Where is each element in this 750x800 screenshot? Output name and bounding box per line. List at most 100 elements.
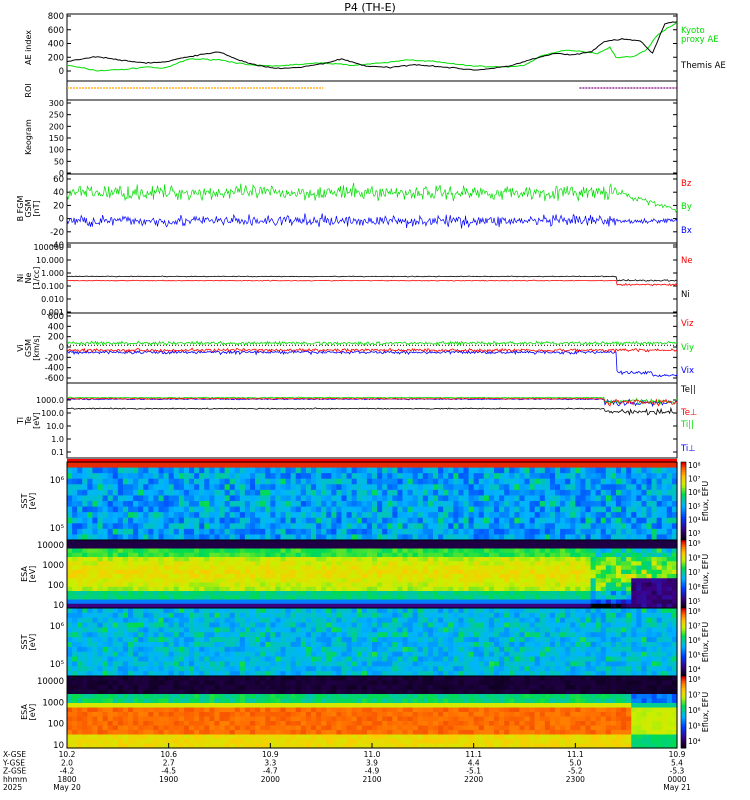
- esa-e-pixel: [270, 569, 277, 575]
- sst-e-pixel: [199, 501, 205, 508]
- sst-e-pixel: [346, 534, 353, 541]
- sst-e-pixel: [382, 512, 388, 519]
- esa-e-pixel: [534, 591, 541, 596]
- sst-e-pixel: [387, 523, 393, 530]
- sst-i-pixel: [189, 666, 195, 672]
- esa-e-pixel: [641, 569, 648, 575]
- esa-e-pixel: [158, 557, 165, 562]
- sst-e-pixel: [158, 467, 165, 474]
- sst-e-pixel: [244, 506, 251, 513]
- esa-e-pixel: [336, 574, 343, 579]
- sst-i-pixel: [361, 627, 368, 633]
- sst-e-pixel: [661, 523, 668, 530]
- esa-e-pixel: [448, 591, 454, 596]
- sst-e-pixel: [194, 528, 200, 536]
- sst-e-pixel: [199, 467, 205, 474]
- sst-e-pixel: [499, 501, 505, 508]
- esa-e-pixel: [87, 603, 94, 609]
- sst-i-pixel: [158, 661, 165, 667]
- sst-e-pixel: [549, 473, 556, 480]
- sst-e-pixel: [97, 484, 104, 491]
- esa-e-pixel: [468, 574, 475, 579]
- sst-i-pixel: [72, 608, 78, 614]
- esa-e-pixel: [453, 586, 460, 592]
- sst-i-pixel: [321, 612, 327, 619]
- esa-e-pixel: [473, 548, 480, 554]
- sst-i-pixel: [214, 608, 221, 614]
- sst-i-pixel: [102, 642, 109, 648]
- sst-i-pixel: [178, 671, 185, 677]
- sst-e-pixel: [67, 501, 73, 508]
- esa-e-pixel: [82, 582, 88, 588]
- sst-e-pixel: [651, 484, 658, 491]
- sst-e-pixel: [544, 528, 551, 536]
- sst-i-pixel: [194, 671, 200, 677]
- sst-i-pixel: [448, 632, 454, 638]
- esa-e-pixel: [300, 561, 307, 567]
- esa-e-pixel: [575, 595, 582, 601]
- sst-e-pixel: [311, 462, 317, 469]
- sst-e-pixel: [82, 489, 88, 497]
- sst-e-pixel: [148, 528, 155, 536]
- esa-e-pixel: [102, 599, 109, 605]
- sst-e-pixel: [651, 495, 658, 502]
- sst-i-pixel: [224, 651, 231, 658]
- esa-e-pixel: [514, 548, 521, 554]
- sst-e-pixel: [138, 462, 144, 469]
- esa-e-pixel: [189, 548, 195, 554]
- esa-e-pixel: [600, 569, 607, 575]
- sst-e-pixel: [153, 534, 160, 541]
- sst-i-pixel: [189, 671, 195, 677]
- sst-e-pixel: [504, 484, 510, 491]
- sst-i-pixel: [336, 622, 343, 629]
- bfgm-series-bx: [66, 213, 678, 229]
- sst-e-pixel: [641, 467, 648, 474]
- sst-e-pixel: [478, 501, 485, 508]
- esa-e-pixel: [305, 574, 312, 579]
- sst-i-pixel: [143, 612, 149, 619]
- esa-e-pixel: [285, 599, 292, 605]
- sst-e-pixel: [661, 473, 668, 480]
- esa-e-pixel: [67, 578, 73, 584]
- esa-e-pixel: [280, 540, 287, 545]
- sst-i-pixel: [87, 608, 94, 614]
- legend-by: By: [681, 202, 692, 212]
- esa-e-ytick-label: 1000: [42, 561, 64, 571]
- esa-e-pixel: [285, 569, 292, 575]
- sst-i-pixel: [356, 661, 363, 667]
- sst-i-pixel: [102, 608, 109, 614]
- esa-e-pixel: [275, 578, 282, 584]
- sst-i-pixel: [305, 617, 312, 624]
- esa-e-pixel: [463, 582, 470, 588]
- sst-e-colorbar-cell: [681, 534, 686, 538]
- sst-i-pixel: [290, 656, 297, 663]
- esa-e-pixel: [392, 582, 399, 588]
- sst-e-pixel: [87, 506, 94, 513]
- sst-i-pixel: [448, 671, 454, 677]
- esa-e-pixel: [356, 569, 363, 575]
- sst-i-pixel: [199, 627, 205, 633]
- sst-e-pixel: [631, 534, 637, 541]
- esa-e-pixel: [621, 548, 627, 554]
- esa-e-pixel: [458, 561, 465, 567]
- esa-e-pixel: [605, 586, 612, 592]
- esa-e-pixel: [392, 578, 399, 584]
- sst-e-pixel: [346, 484, 353, 491]
- esa-e-pixel: [183, 548, 190, 554]
- sst-i-pixel: [112, 608, 119, 614]
- esa-e-pixel: [331, 599, 338, 605]
- esa-e-pixel: [483, 578, 490, 584]
- sst-e-pixel: [250, 506, 256, 513]
- esa-e-pixel: [560, 586, 566, 592]
- sst-i-pixel: [448, 617, 454, 624]
- sst-e-pixel: [377, 534, 383, 541]
- esa-e-pixel: [341, 574, 348, 579]
- sst-e-pixel: [219, 506, 226, 513]
- esa-e-pixel: [321, 565, 327, 571]
- sst-e-pixel: [499, 523, 505, 530]
- esa-e-colorbar-cell: [681, 544, 686, 548]
- esa-e-pixel: [514, 599, 521, 605]
- esa-e-pixel: [239, 561, 246, 567]
- esa-e-pixel: [133, 578, 139, 584]
- sst-e-pixel: [336, 484, 343, 491]
